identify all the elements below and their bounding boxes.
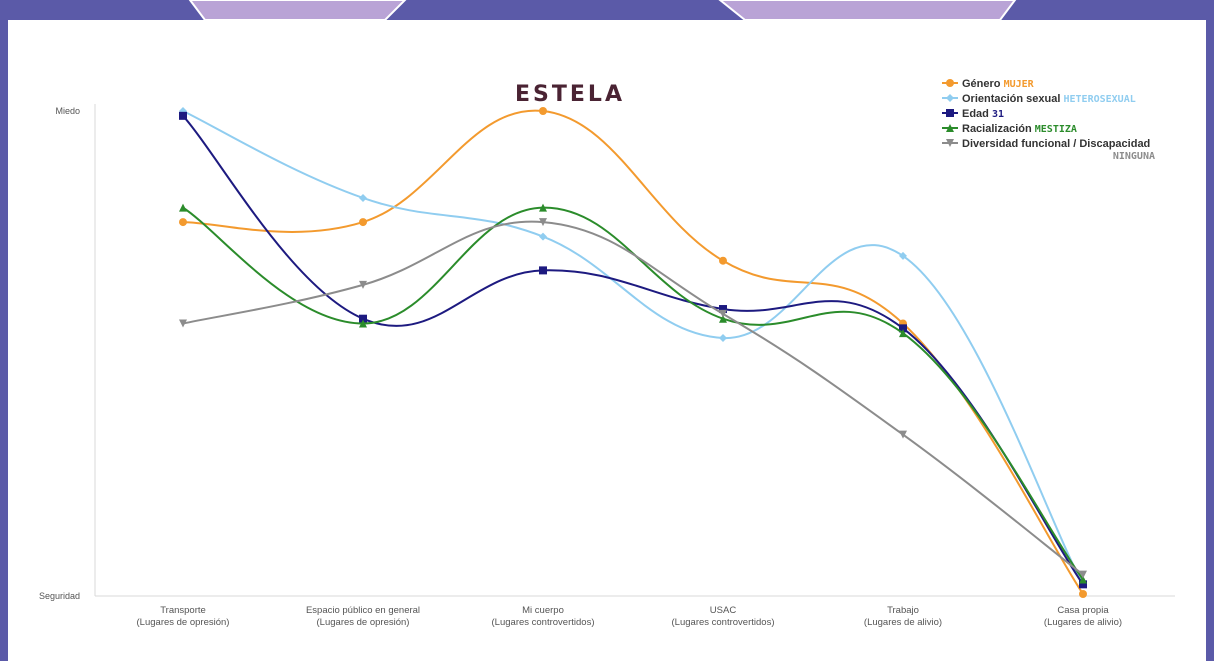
data-point (899, 329, 907, 338)
legend-marker (946, 109, 954, 117)
x-tick-label: Transporte (160, 605, 206, 616)
legend-item: Género MUJER (942, 78, 1035, 90)
legend-label: Orientación sexual HETEROSEXUAL (962, 93, 1136, 105)
data-point (719, 314, 727, 323)
series-line (182, 115, 1084, 585)
legend-marker (946, 94, 954, 102)
legend-value: 31 (992, 109, 1004, 120)
legend-item: Diversidad funcional / Discapacidad NING… (942, 138, 1155, 162)
legend-value: HETEROSEXUAL (1063, 94, 1135, 105)
data-point (539, 107, 547, 115)
x-tick-label: Espacio público en general (306, 605, 420, 616)
legend-label: Diversidad funcional / Discapacidad (962, 138, 1150, 150)
legend-value: NINGUNA (1113, 151, 1155, 162)
x-tick-label: Mi cuerpo (522, 605, 564, 616)
data-point (719, 305, 727, 314)
y-tick-label-bottom: Seguridad (39, 591, 80, 601)
series-0 (179, 107, 1087, 598)
data-point (179, 203, 187, 212)
data-point (1079, 580, 1087, 589)
data-point (899, 251, 907, 260)
x-tick-label: (Lugares de opresión) (317, 617, 410, 628)
data-point (719, 334, 727, 343)
data-point (1079, 590, 1087, 598)
legend-label: Racialización MESTIZA (962, 123, 1077, 135)
data-point (899, 324, 907, 333)
series-1 (179, 107, 1087, 589)
x-tick-label: (Lugares controvertidos) (492, 617, 595, 628)
x-tick-label: (Lugares de opresión) (137, 617, 230, 628)
chart-panel (8, 20, 1206, 661)
data-point (539, 218, 547, 227)
x-tick-label: Trabajo (887, 605, 919, 616)
legend-marker (946, 79, 954, 87)
data-point (1079, 570, 1087, 579)
data-point (539, 232, 547, 241)
legend-value: MUJER (1004, 79, 1035, 90)
data-point (359, 319, 367, 328)
series-line (182, 206, 1084, 581)
legend-label: Género MUJER (962, 78, 1035, 90)
series-line (182, 109, 1084, 595)
data-point (179, 218, 187, 227)
data-point (359, 314, 367, 323)
x-tick-label: Casa propia (1057, 605, 1109, 616)
legend: Género MUJER Orientación sexual HETEROSEX… (942, 78, 1155, 162)
legend-marker (946, 139, 954, 147)
series-line (182, 110, 1084, 585)
legend-marker (946, 124, 954, 132)
series-4 (179, 218, 1087, 579)
data-point (1079, 575, 1087, 584)
data-point (359, 193, 367, 202)
data-point (719, 309, 727, 318)
chart-title: ESTELA (515, 82, 625, 107)
y-tick-label-top: Miedo (55, 106, 80, 116)
legend-item: Edad 31 (942, 108, 1004, 120)
series-2 (179, 111, 1087, 589)
data-point (719, 256, 727, 265)
data-point (359, 280, 367, 289)
legend-value: MESTIZA (1035, 124, 1077, 135)
data-point (539, 266, 547, 275)
x-tick-label: (Lugares de alivio) (1044, 617, 1122, 628)
legend-item: Orientación sexual HETEROSEXUAL (942, 93, 1136, 105)
data-point (179, 319, 187, 328)
decorative-banner (0, 0, 1214, 20)
series-line (182, 220, 1084, 576)
x-tick-label: USAC (710, 605, 737, 616)
legend-label: Edad 31 (962, 108, 1004, 120)
data-point (539, 203, 547, 212)
data-point (359, 218, 367, 227)
data-point (179, 111, 187, 120)
x-tick-label: (Lugares de alivio) (864, 617, 942, 628)
x-tick-label: (Lugares controvertidos) (672, 617, 775, 628)
data-point (899, 430, 907, 439)
series-3 (179, 203, 1087, 584)
legend-item: Racialización MESTIZA (942, 123, 1077, 135)
